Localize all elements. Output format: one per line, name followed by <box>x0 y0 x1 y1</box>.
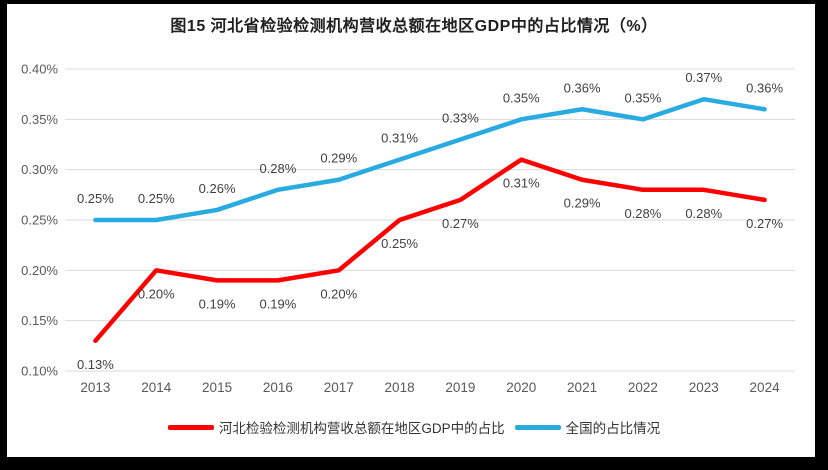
y-axis-tick-label: 0.40% <box>21 62 58 77</box>
data-label: 0.25% <box>138 191 175 206</box>
legend-line-swatch-red <box>167 424 214 430</box>
data-label: 0.35% <box>503 90 540 105</box>
data-label: 0.31% <box>381 131 418 146</box>
y-axis-tick-label: 0.25% <box>21 213 58 228</box>
data-label: 0.27% <box>442 216 479 231</box>
y-axis-tick-label: 0.30% <box>21 162 58 177</box>
x-axis-tick-label: 2019 <box>445 380 475 395</box>
chart-title: 图15 河北省检验检测机构营收总额在地区GDP中的占比情况（%） <box>170 18 658 35</box>
x-axis-tick-label: 2017 <box>324 380 354 395</box>
x-axis-tick-label: 2020 <box>506 380 536 395</box>
x-axis-tick-label: 2015 <box>202 380 232 395</box>
chart-canvas <box>7 4 815 457</box>
data-label: 0.35% <box>624 90 661 105</box>
legend-label-hebei: 河北检验检测机构营收总额在地区GDP中的占比 <box>218 421 505 436</box>
x-axis-tick-label: 2022 <box>628 380 658 395</box>
series-line <box>93 96 767 223</box>
data-label: 0.20% <box>320 286 357 301</box>
y-axis-tick-label: 0.20% <box>21 263 58 278</box>
x-axis-tick-label: 2016 <box>263 380 293 395</box>
data-label: 0.28% <box>685 206 722 221</box>
data-label: 0.27% <box>746 216 783 231</box>
data-label: 0.25% <box>381 236 418 251</box>
x-axis-tick-label: 2018 <box>385 380 415 395</box>
data-label: 0.36% <box>564 80 601 95</box>
x-axis-tick-label: 2023 <box>689 380 719 395</box>
data-label: 0.29% <box>564 196 601 211</box>
data-label: 0.26% <box>199 181 236 196</box>
data-label: 0.25% <box>77 191 114 206</box>
data-label: 0.19% <box>259 296 296 311</box>
y-axis-tick-label: 0.35% <box>21 112 58 127</box>
series-line <box>93 157 767 344</box>
x-axis-tick-label: 2013 <box>80 380 110 395</box>
y-axis-tick-label: 0.10% <box>21 364 58 379</box>
x-axis-tick-label: 2014 <box>141 380 172 395</box>
data-label: 0.20% <box>138 286 175 301</box>
y-axis-tick-label: 0.15% <box>21 313 58 328</box>
legend-label-national: 全国的占比情况 <box>565 421 661 436</box>
legend-line-swatch-blue <box>514 424 561 430</box>
data-label: 0.19% <box>199 296 236 311</box>
legend-item-national: 全国的占比情况 <box>514 417 661 437</box>
data-label: 0.36% <box>746 80 783 95</box>
chart-legend: 河北检验检测机构营收总额在地区GDP中的占比 全国的占比情况 <box>0 417 828 437</box>
legend-item-hebei: 河北检验检测机构营收总额在地区GDP中的占比 <box>167 417 505 437</box>
data-label: 0.13% <box>77 357 114 372</box>
data-label: 0.37% <box>685 70 722 85</box>
data-label: 0.31% <box>503 176 540 191</box>
data-label: 0.33% <box>442 110 479 125</box>
data-label: 0.28% <box>624 206 661 221</box>
data-label: 0.28% <box>259 161 296 176</box>
x-axis-tick-label: 2024 <box>750 380 781 395</box>
data-label: 0.29% <box>320 151 357 166</box>
x-axis-tick-label: 2021 <box>567 380 597 395</box>
